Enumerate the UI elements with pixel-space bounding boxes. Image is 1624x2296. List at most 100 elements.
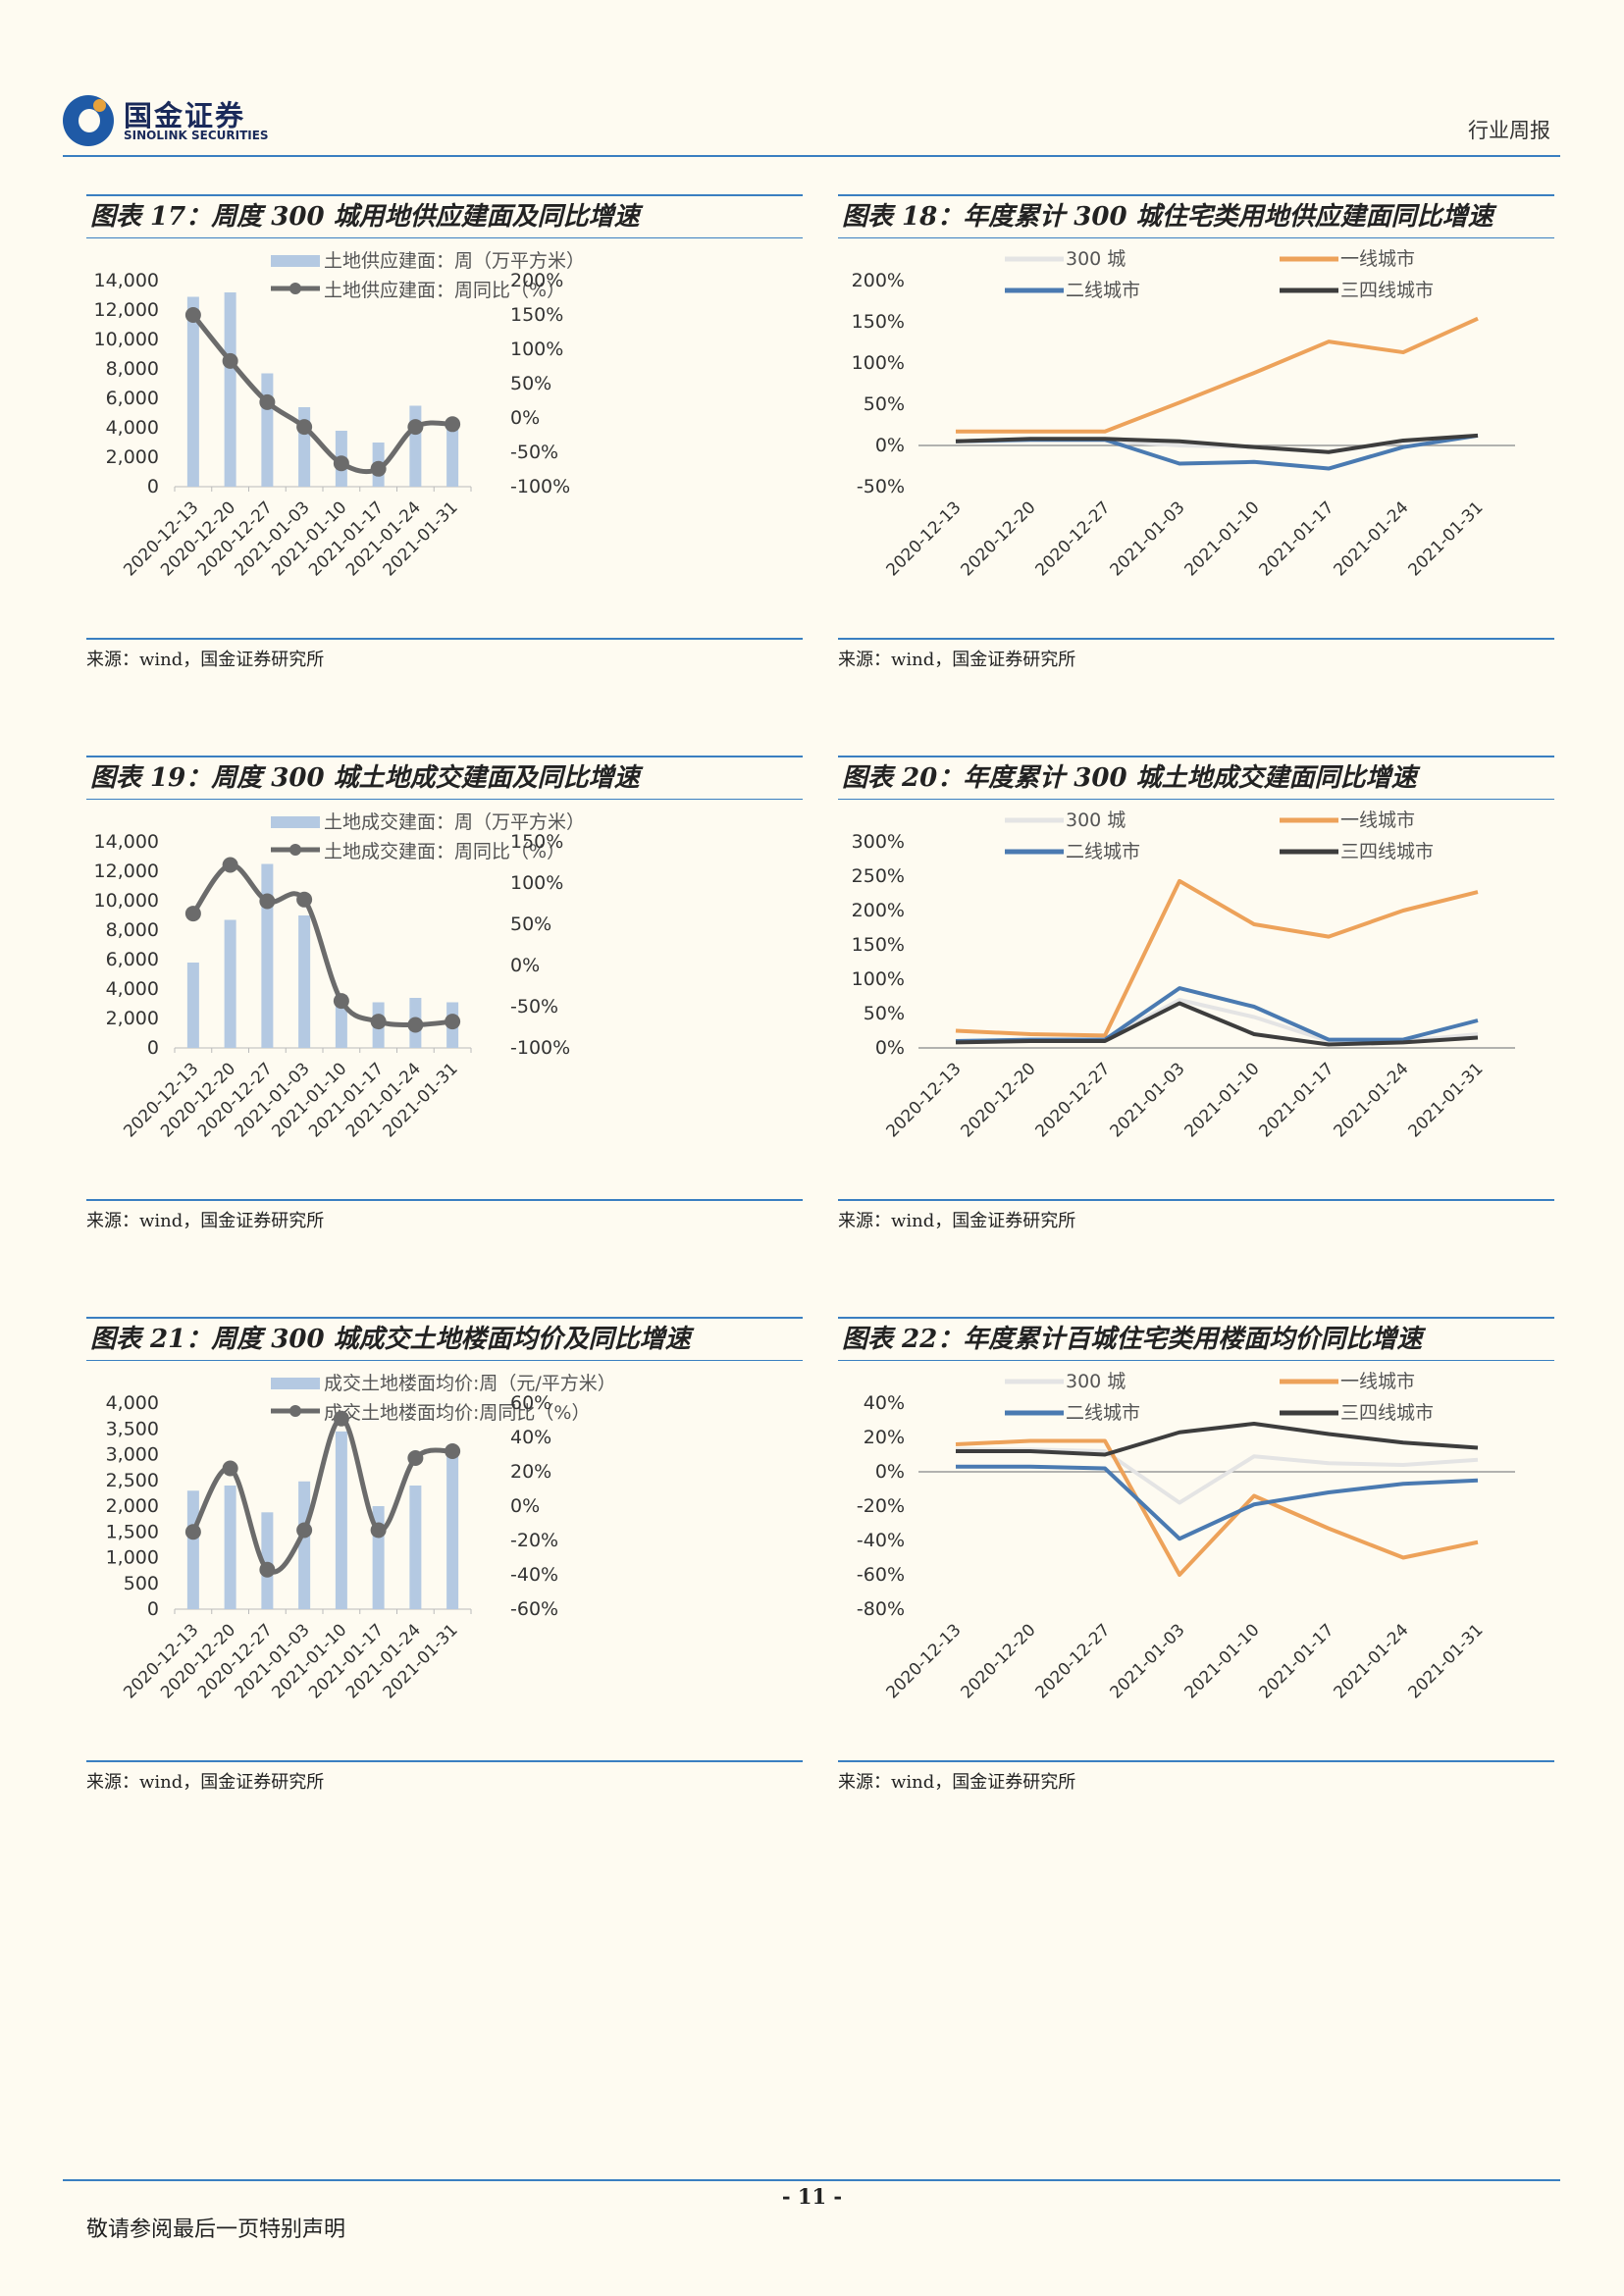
- y-right-tick-label: 100%: [510, 339, 563, 360]
- y-right-tick-label: -40%: [510, 1564, 558, 1586]
- y-right-tick-label: -50%: [510, 442, 558, 463]
- source-divider: [86, 638, 803, 640]
- chart-source: 来源：wind，国金证券研究所: [838, 1772, 1076, 1793]
- x-tick-label: 2021-01-10: [1181, 497, 1264, 580]
- chart-title: 图表 19：周度 300 城土地成交建面及同比增速: [86, 756, 803, 800]
- chart-18: 300 城一线城市二线城市 三四线城市200%150%100%50%0%-50%2…: [852, 248, 1515, 580]
- source-divider: [86, 1760, 803, 1762]
- line-point: [333, 1410, 349, 1427]
- y-left-tick-label: 3,500: [106, 1418, 159, 1439]
- y-tick-label: 100%: [852, 968, 905, 990]
- x-tick-label: 2021-01-31: [1405, 1620, 1488, 1702]
- chart-source: 来源：wind，国金证券研究所: [86, 1211, 325, 1231]
- y-left-tick-label: 10,000: [94, 329, 159, 350]
- report-type: 行业周报: [1468, 119, 1550, 142]
- chart-source: 来源：wind，国金证券研究所: [86, 1772, 325, 1793]
- line-point: [184, 906, 201, 922]
- y-right-tick-label: -50%: [510, 996, 558, 1018]
- x-tick-label: 2021-01-10: [1181, 1620, 1264, 1702]
- y-left-tick-label: 4,000: [106, 978, 159, 1000]
- legend-swatch-bar: [271, 816, 320, 828]
- chart-panel-19: 图表 19：周度 300 城土地成交建面及同比增速 土地成交建面：周（万平方米）…: [86, 756, 803, 1236]
- y-tick-label: 300%: [852, 831, 905, 853]
- y-left-tick-label: 1,500: [106, 1521, 159, 1542]
- bar: [446, 428, 459, 487]
- legend-label: 土地供应建面：周（万平方米）: [324, 250, 585, 272]
- bar: [186, 296, 199, 487]
- legend-label: 二线城市: [1066, 1402, 1140, 1424]
- y-left-tick-label: 2,000: [106, 1495, 159, 1517]
- series-line: [956, 1422, 1479, 1457]
- bar: [261, 373, 274, 487]
- y-right-tick-label: 150%: [510, 831, 563, 853]
- x-tick-label: 2020-12-13: [883, 1620, 966, 1702]
- y-right-tick-label: 0%: [510, 407, 540, 429]
- chart-title: 图表 17：周度 300 城用地供应建面及同比增速: [86, 194, 803, 238]
- page-header: 国金证券 SINOLINK SECURITIES 行业周报: [63, 93, 1560, 152]
- line-point: [370, 460, 387, 477]
- x-tick-label: 2021-01-31: [1405, 1059, 1488, 1141]
- line-point: [222, 352, 238, 369]
- y-tick-label: 0%: [875, 1461, 905, 1483]
- line-point: [259, 1561, 276, 1578]
- x-tick-label: 2020-12-13: [883, 1059, 966, 1141]
- y-tick-label: 250%: [852, 865, 905, 887]
- y-tick-label: 150%: [852, 934, 905, 956]
- y-tick-label: -50%: [857, 476, 905, 497]
- line-point: [333, 993, 349, 1010]
- y-left-tick-label: 12,000: [94, 299, 159, 321]
- legend-label: 300 城: [1066, 809, 1126, 831]
- y-right-tick-label: -100%: [510, 476, 570, 497]
- y-right-tick-label: -60%: [510, 1598, 558, 1620]
- chart-panel-17: 图表 17：周度 300 城用地供应建面及同比增速 土地供应建面：周（万平方米）…: [86, 194, 803, 675]
- chart-17: 土地供应建面：周（万平方米） 土地供应建面：周同比（%） 14,000 12,000 1…: [94, 250, 586, 580]
- legend-swatch-bar: [271, 255, 320, 267]
- y-right-tick-label: 0%: [510, 955, 540, 976]
- source-divider: [86, 1199, 803, 1201]
- y-left-tick-label: 3,000: [106, 1444, 159, 1466]
- x-tick-label: 2021-01-03: [1107, 497, 1189, 580]
- chart-source: 来源：wind，国金证券研究所: [838, 650, 1076, 670]
- y-left-tick-label: 14,000: [94, 270, 159, 291]
- line-point: [296, 891, 313, 908]
- bar: [409, 1486, 422, 1609]
- x-tick-label: 2020-12-27: [1032, 1620, 1115, 1702]
- legend-label: 一线城市: [1340, 809, 1415, 831]
- line-point: [407, 1017, 424, 1033]
- bar: [261, 863, 274, 1048]
- x-tick-label: 2021-01-17: [1256, 1620, 1338, 1702]
- y-left-tick-label: 0: [147, 1598, 159, 1620]
- x-tick-label: 2020-12-13: [883, 497, 966, 580]
- y-right-tick-label: 200%: [510, 270, 563, 291]
- chart-title: 图表 20：年度累计 300 城土地成交建面同比增速: [838, 756, 1554, 800]
- y-right-tick-label: 20%: [510, 1461, 551, 1483]
- legend-label: 土地供应建面：周同比（%）: [324, 280, 565, 301]
- legend-marker: [289, 844, 301, 856]
- x-tick-label: 2020-12-27: [1032, 1059, 1115, 1141]
- line-point: [222, 857, 238, 873]
- y-tick-label: 100%: [852, 352, 905, 374]
- line-point: [407, 1450, 424, 1466]
- company-logo: 国金证券 SINOLINK SECURITIES: [63, 93, 298, 150]
- chart-panel-18: 图表 18：年度累计 300 城住宅类用地供应建面同比增速 300 城 一线城市二…: [838, 194, 1554, 675]
- x-tick-label: 2021-01-10: [1181, 1059, 1264, 1141]
- y-left-tick-label: 2,000: [106, 446, 159, 468]
- y-right-tick-label: 150%: [510, 304, 563, 326]
- y-tick-label: 50%: [864, 1003, 905, 1024]
- line-point: [259, 893, 276, 910]
- legend-label: 三四线城市: [1340, 280, 1434, 301]
- page-number: - 11 -: [781, 2184, 843, 2209]
- line-point: [445, 1014, 461, 1030]
- source-divider: [838, 638, 1554, 640]
- y-left-tick-label: 4,000: [106, 417, 159, 439]
- disclaimer-link[interactable]: 敬请参阅最后一页特别声明: [86, 2218, 346, 2242]
- chart-source: 来源：wind，国金证券研究所: [838, 1211, 1076, 1231]
- line-point: [184, 1524, 201, 1540]
- legend-label: 一线城市: [1340, 248, 1415, 270]
- logo-mark-icon: [63, 95, 114, 146]
- y-left-tick-label: 6,000: [106, 388, 159, 409]
- source-divider: [838, 1199, 1554, 1201]
- line-point: [222, 1460, 238, 1477]
